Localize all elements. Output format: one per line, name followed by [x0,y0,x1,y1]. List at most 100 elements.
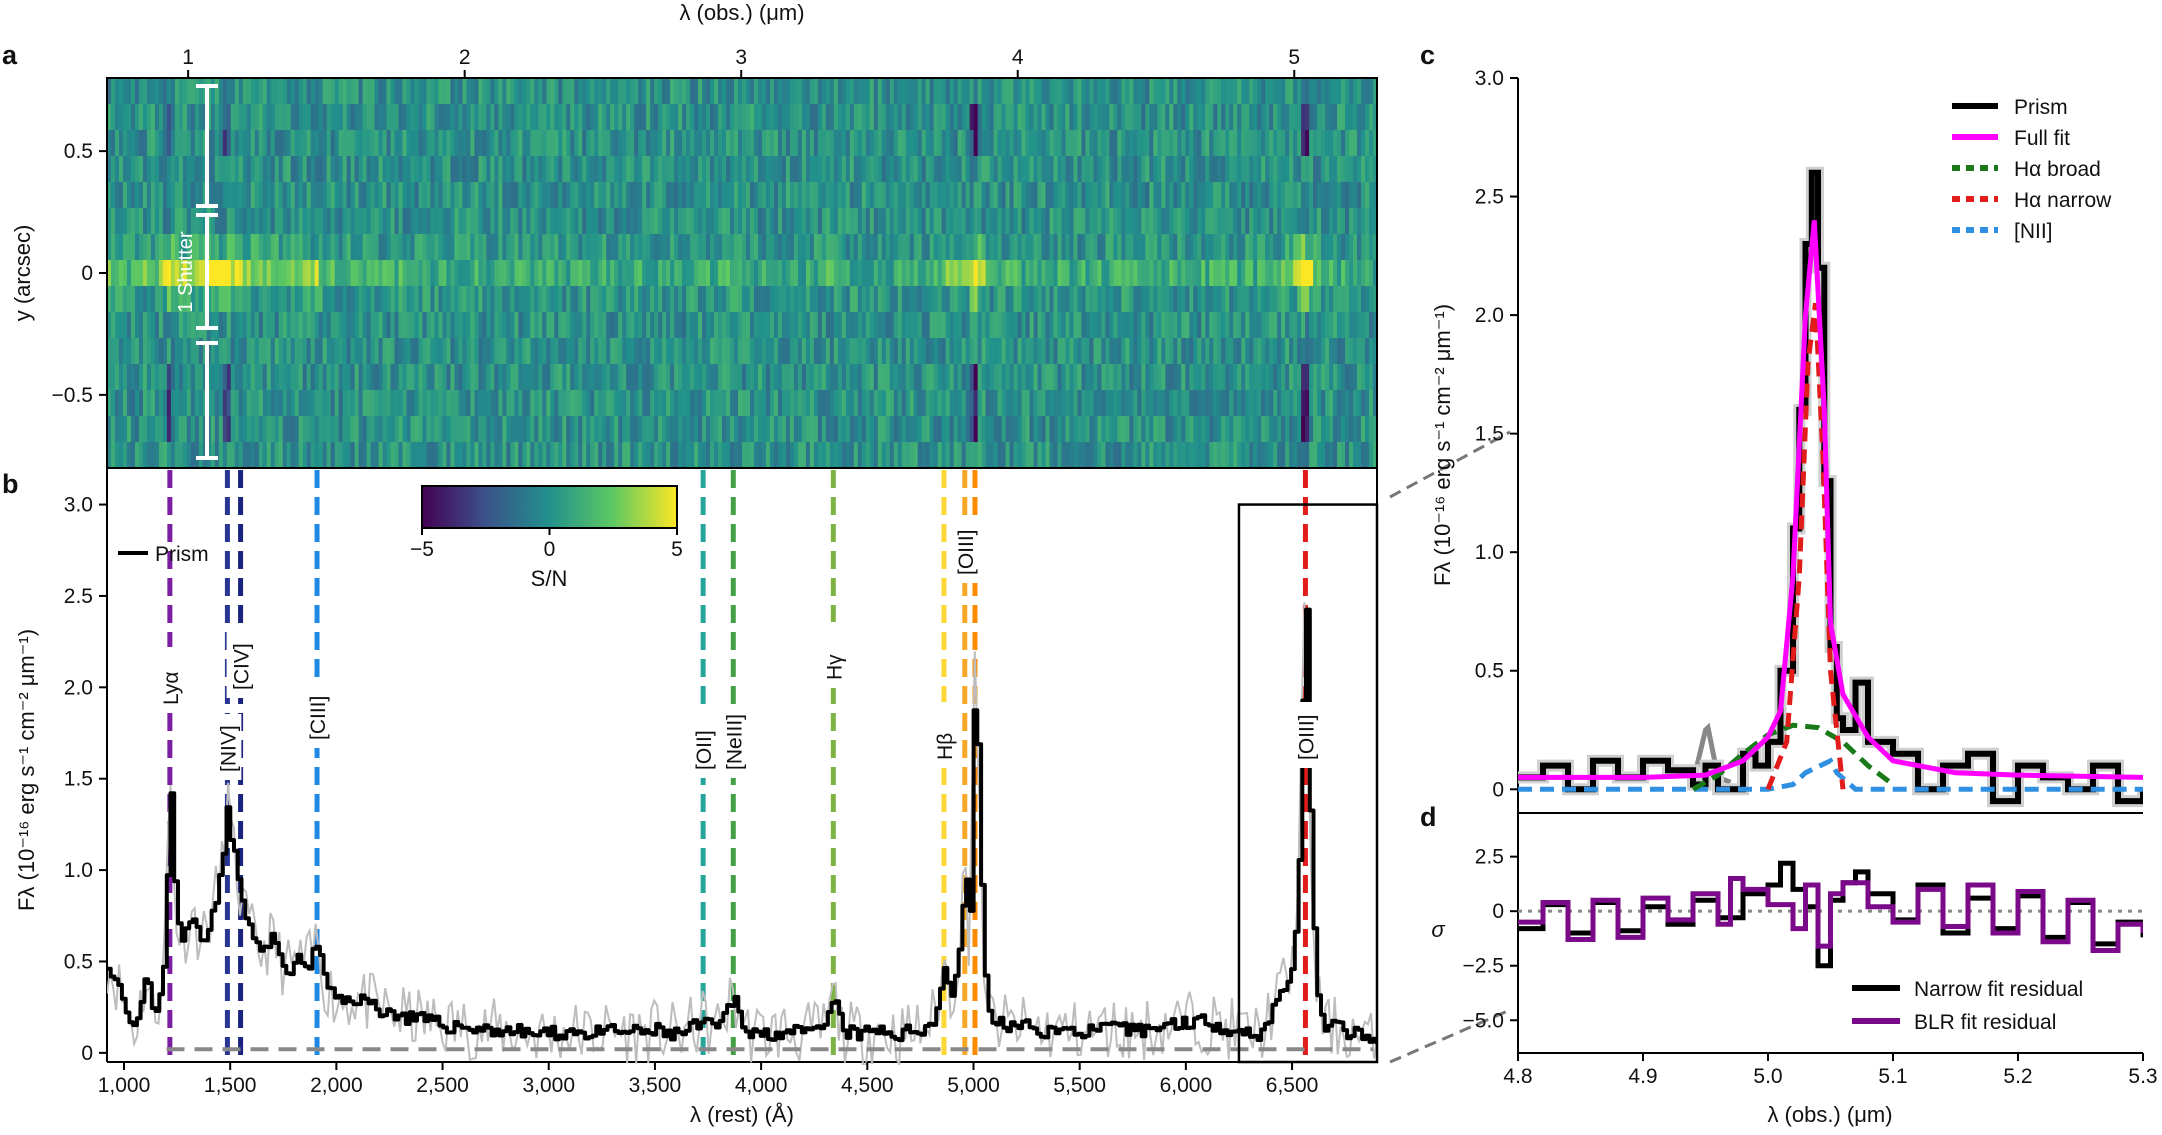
heatmap-cell [558,338,563,365]
heatmap-cell [869,78,875,105]
heatmap-cell [134,156,140,183]
heatmap-cell [582,182,587,209]
heatmap-cell [118,364,124,391]
heatmap-cell [973,364,979,391]
heatmap-cell [1029,130,1035,157]
heatmap-cell [1021,416,1027,443]
heatmap-cell [702,104,707,131]
heatmap-cell [829,312,835,339]
heatmap-cell [250,234,256,261]
heatmap-cell [642,286,647,313]
heatmap-cell [262,260,268,287]
heatmap-cell [1157,338,1162,365]
heatmap-cell [749,260,755,287]
heatmap-cell [514,416,519,443]
heatmap-cell [562,286,567,313]
heatmap-cell [1173,104,1178,131]
heatmap-cell [550,390,555,417]
heatmap-cell [1077,208,1083,235]
heatmap-cell [1065,312,1071,339]
heatmap-cell [813,416,819,443]
colorbar-tick-label: −5 [410,538,434,561]
heatmap-cell [318,78,324,105]
heatmap-cell [562,156,567,183]
heatmap-cell [718,338,723,365]
heatmap-cell [1209,312,1214,339]
heatmap-cell [1249,260,1254,287]
heatmap-cell [965,364,971,391]
heatmap-cell [1257,416,1262,443]
heatmap-cell [274,286,280,313]
heatmap-cell [1069,312,1075,339]
heatmap-cell [1301,312,1306,339]
heatmap-cell [314,390,320,417]
heatmap-cell [158,208,164,235]
heatmap-cell [118,104,124,131]
heatmap-cell [366,286,372,313]
heatmap-cell [598,286,603,313]
heatmap-cell [1309,208,1314,235]
heatmap-cell [1285,442,1290,469]
heatmap-cell [366,260,372,287]
heatmap-cell [710,182,715,209]
heatmap-cell [1261,156,1266,183]
heatmap-cell [789,260,795,287]
heatmap-cell [1245,442,1250,469]
heatmap-cell [1197,338,1202,365]
heatmap-cell [118,286,124,313]
heatmap-cell [262,78,268,105]
heatmap-cell [646,416,651,443]
heatmap-cell [230,208,236,235]
panel-d-x-ticks: 4.8 4.9 5.0 5.1 5.2 5.3 [1503,1053,2158,1088]
heatmap-cell [730,208,735,235]
heatmap-cell [749,390,755,417]
heatmap-cell [1201,312,1206,339]
heatmap-cell [558,234,563,261]
heatmap-cell [957,416,963,443]
heatmap-cell [574,364,579,391]
heatmap-cell [506,234,511,261]
heatmap-cell [406,364,412,391]
heatmap-cell [430,234,436,261]
heatmap-cell [162,104,168,131]
heatmap-cell [578,416,583,443]
heatmap-cell [298,234,304,261]
heatmap-cell [238,286,244,313]
heatmap-cell [326,130,332,157]
heatmap-cell [1373,442,1378,469]
heatmap-cell [1165,390,1170,417]
heatmap-cell [370,390,376,417]
heatmap-cell [977,104,983,131]
heatmap-cell [274,390,280,417]
heatmap-cell [917,234,923,261]
heatmap-cell [1177,260,1182,287]
heatmap-cell [446,312,452,339]
heatmap-cell [1073,234,1079,261]
heatmap-cell [554,442,559,469]
heatmap-cell [554,416,559,443]
heatmap-cell [342,312,348,339]
heatmap-cell [538,364,543,391]
heatmap-cell [674,338,679,365]
heatmap-cell [402,234,408,261]
heatmap-cell [578,442,583,469]
heatmap-cell [226,130,232,157]
heatmap-cell [1145,260,1150,287]
heatmap-cell [662,156,667,183]
heatmap-cell [1245,390,1250,417]
heatmap-cell [686,208,691,235]
heatmap-cell [474,338,480,365]
heatmap-cell [1225,78,1230,105]
heatmap-cell [1325,286,1330,313]
heatmap-cell [462,260,468,287]
heatmap-cell [1253,364,1258,391]
heatmap-cell [730,104,735,131]
heatmap-cell [881,130,887,157]
heatmap-cell [961,104,967,131]
heatmap-cell [406,182,412,209]
heatmap-cell [430,156,436,183]
heatmap-cell [494,156,499,183]
heatmap-cell [789,442,795,469]
heatmap-cell [594,286,599,313]
heatmap-cell [458,286,464,313]
